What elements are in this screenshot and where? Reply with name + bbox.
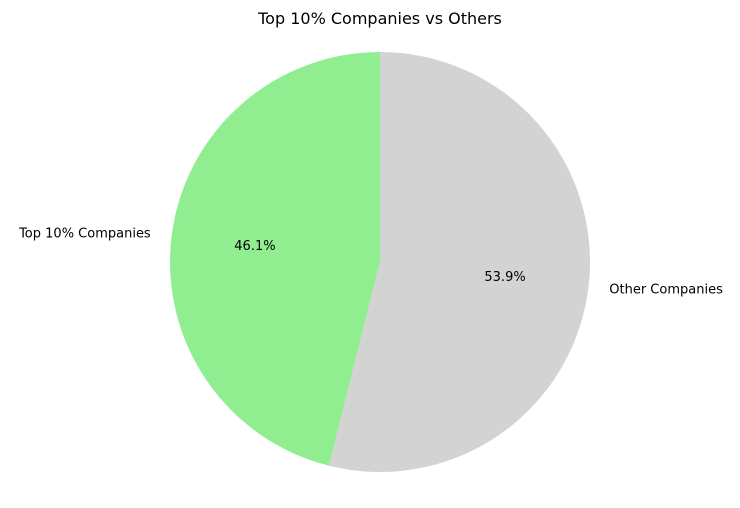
pie-slice-other-companies <box>329 52 590 472</box>
pie-slice-label: Top 10% Companies <box>18 226 151 241</box>
pie-slices <box>169 52 590 472</box>
pie-slice-label: Other Companies <box>609 283 723 298</box>
pie-slice-top-10-companies <box>169 52 380 466</box>
pie-labels: 46.1% Top 10% Companies 53.9% Other Compani… <box>18 226 723 297</box>
pie-percent-label: 53.9% <box>484 270 525 285</box>
pie-percent-label: 46.1% <box>234 239 275 254</box>
chart-title: Top 10% Companies vs Others <box>257 9 502 28</box>
